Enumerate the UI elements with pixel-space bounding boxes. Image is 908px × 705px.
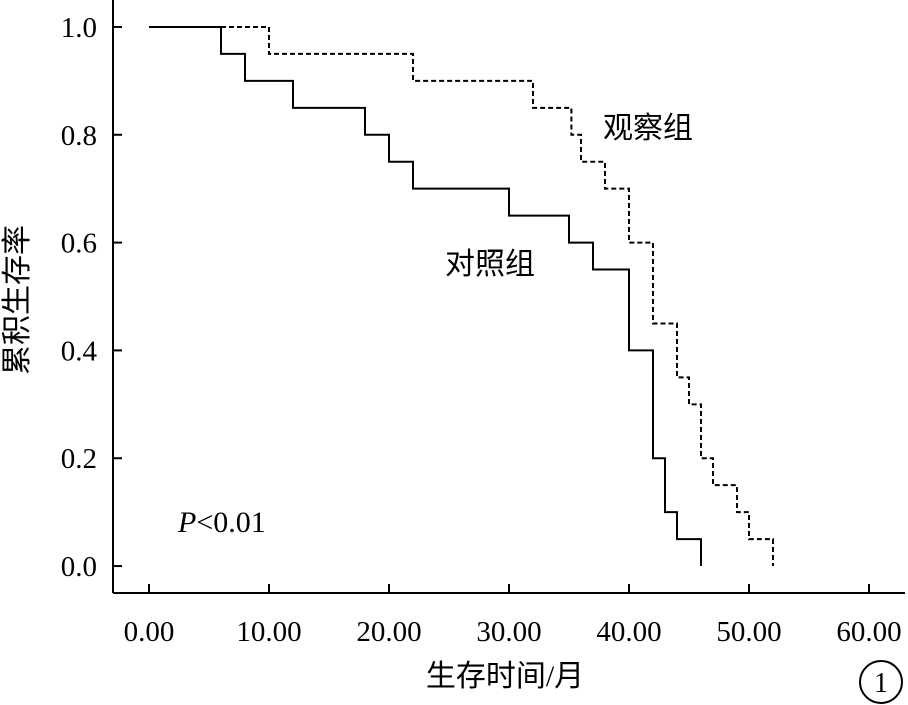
x-tick-label: 60.00 (836, 616, 901, 648)
x-tick-label: 20.00 (356, 616, 421, 648)
survival-curve-control (149, 25, 702, 567)
panel-number: 1 (874, 668, 888, 699)
y-axis-label: 累积生存率 (1, 225, 34, 375)
p-value-annotation: P<0.01 (177, 506, 266, 539)
ticks: 0.00 10.00 20.00 30.00 40.00 50.00 60.00 0.0 0.2… (61, 12, 902, 648)
x-tick-label: 40.00 (596, 616, 661, 648)
x-tick-label: 30.00 (476, 616, 541, 648)
y-tick-label: 0.2 (61, 443, 97, 475)
y-tick-label: 1.0 (61, 12, 97, 44)
y-tick-label: 0.6 (61, 228, 97, 260)
p-symbol: P (177, 506, 196, 539)
y-tick-label: 0.0 (61, 551, 97, 583)
series-label-observation: 观察组 (603, 112, 693, 145)
y-tick-label: 0.8 (61, 120, 97, 152)
p-threshold: <0.01 (196, 506, 265, 539)
axes (112, 0, 905, 594)
y-tick-label: 0.4 (61, 335, 98, 367)
survival-curve-observation (149, 25, 774, 567)
x-tick-label: 0.00 (124, 616, 175, 648)
x-axis-label: 生存时间/月 (426, 660, 584, 693)
x-tick-label: 10.00 (236, 616, 301, 648)
panel-number-badge: 1 (859, 660, 903, 704)
panel-number-circle (859, 660, 903, 704)
x-tick-label: 50.00 (716, 616, 781, 648)
survival-curves (149, 25, 774, 567)
series-label-control: 对照组 (445, 248, 535, 281)
